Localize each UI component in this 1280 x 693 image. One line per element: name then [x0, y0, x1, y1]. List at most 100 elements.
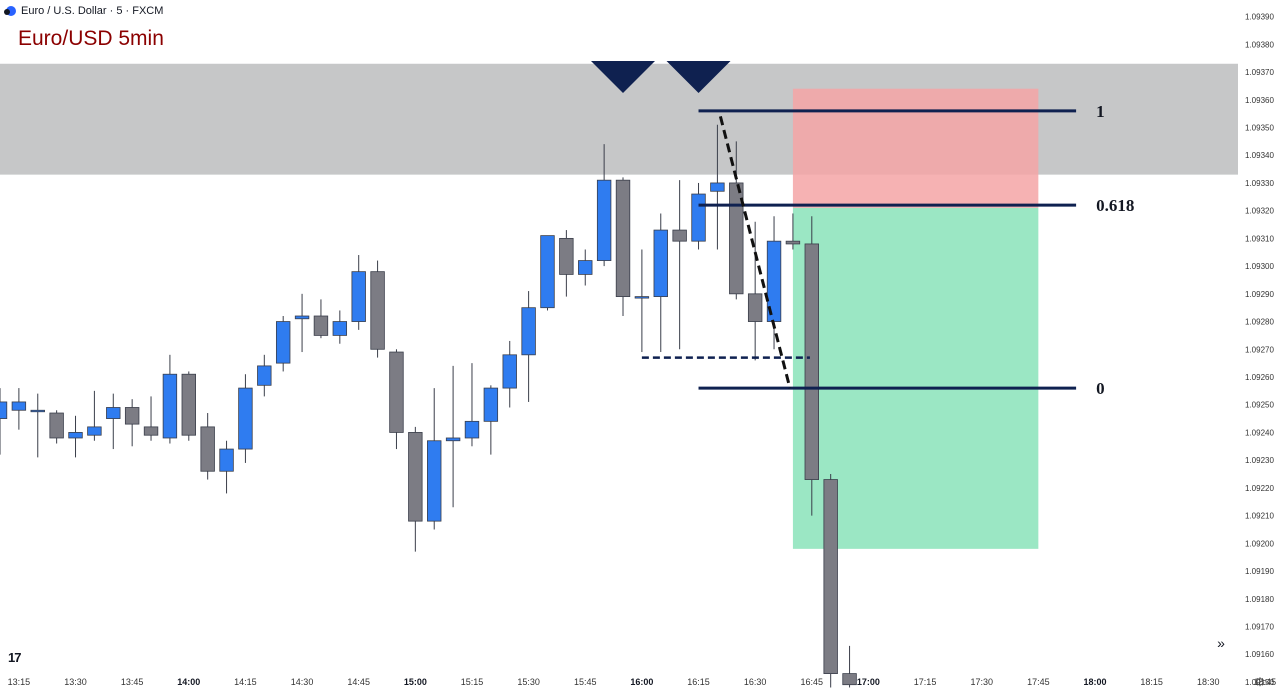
candle-up: [219, 448, 234, 472]
candle-up: [653, 229, 668, 298]
chart-title: Euro/USD 5min: [18, 27, 164, 50]
candle-up: [596, 179, 612, 261]
y-axis-tick: 1.09240: [1245, 428, 1274, 437]
candle-down: [49, 412, 64, 439]
candle-down: [729, 182, 744, 295]
candle-down: [124, 407, 140, 425]
x-axis-tick: 14:15: [234, 677, 257, 687]
candle-down: [747, 293, 763, 322]
y-axis-tick: 1.09320: [1245, 207, 1274, 216]
candle-up: [691, 193, 706, 242]
candle-up: [634, 296, 650, 299]
x-axis-tick: 17:15: [914, 677, 937, 687]
candle-down: [842, 673, 857, 686]
scroll-to-realtime-button[interactable]: »: [1217, 635, 1225, 651]
candle-up: [275, 321, 291, 364]
y-axis-tick: 1.09200: [1245, 539, 1274, 548]
x-axis-tick: 18:30: [1197, 677, 1220, 687]
candle-down: [804, 243, 819, 480]
candle-up: [502, 354, 517, 389]
fib-level-label: 1: [1096, 102, 1105, 121]
candle-up: [351, 271, 366, 322]
x-axis-tick: 14:45: [347, 677, 370, 687]
y-axis-tick: 1.09360: [1245, 96, 1274, 105]
y-axis-tick: 1.09270: [1245, 345, 1274, 354]
candle-down: [200, 426, 215, 472]
x-axis-tick: 17:30: [970, 677, 993, 687]
candle-up: [87, 426, 102, 436]
tradingview-logo: 17: [8, 650, 22, 665]
y-axis-tick: 1.09260: [1245, 373, 1274, 382]
candle-up: [710, 182, 725, 192]
candle-up: [162, 373, 178, 439]
candle-down: [181, 373, 196, 436]
fib-level-label: 0: [1096, 379, 1105, 398]
candle-up: [427, 440, 442, 522]
candle-up: [11, 401, 27, 411]
candle-up: [294, 315, 310, 320]
y-axis-tick: 1.09330: [1245, 179, 1274, 188]
x-axis-tick: 18:00: [1083, 677, 1106, 687]
x-axis-tick: 17:00: [857, 677, 880, 687]
y-axis-tick: 1.09350: [1245, 124, 1274, 133]
swing-line: [718, 116, 792, 389]
x-axis-tick: 18:15: [1140, 677, 1163, 687]
x-axis-tick: 18:45: [1254, 677, 1277, 687]
x-axis-tick: 17:45: [1027, 677, 1050, 687]
candle-down: [408, 432, 423, 522]
x-axis-tick: 15:45: [574, 677, 597, 687]
candle-up: [483, 387, 499, 422]
y-axis-tick: 1.09230: [1245, 456, 1274, 465]
candle-down: [370, 271, 385, 350]
candle-up: [106, 407, 121, 419]
gear-icon[interactable]: ⚙: [1254, 675, 1266, 689]
y-axis-tick: 1.09300: [1245, 262, 1274, 271]
candle-up: [68, 432, 83, 439]
x-axis-tick: 13:15: [8, 677, 31, 687]
x-axis-tick: 15:15: [461, 677, 484, 687]
candle-up: [30, 409, 45, 413]
symbol-flag-icon: [4, 6, 16, 16]
x-axis-tick: 16:15: [687, 677, 710, 687]
x-axis-tick: 13:30: [64, 677, 87, 687]
candle-up: [464, 420, 480, 439]
y-axis-tick: 1.09210: [1245, 512, 1274, 521]
x-axis-tick: 15:30: [517, 677, 540, 687]
y-axis-tick: 1.09180: [1245, 595, 1274, 604]
y-axis-tick: 1.09190: [1245, 567, 1274, 576]
y-axis-tick: 1.09310: [1245, 234, 1274, 243]
x-axis-tick: 16:00: [630, 677, 653, 687]
y-axis-tick: 1.09280: [1245, 318, 1274, 327]
x-axis-tick: 14:30: [291, 677, 314, 687]
x-axis-tick: 14:00: [177, 677, 200, 687]
top-marker-triangle: [591, 61, 656, 93]
candle-down: [672, 229, 687, 242]
candle-down: [823, 479, 838, 674]
top-marker-triangle: [666, 61, 731, 93]
candle-up: [332, 321, 348, 336]
y-axis-tick: 1.09370: [1245, 68, 1274, 77]
candle-up: [0, 401, 8, 419]
candle-up: [578, 260, 593, 275]
y-axis-tick: 1.09390: [1245, 13, 1274, 22]
candle-down: [313, 315, 329, 336]
candle-down: [143, 426, 159, 436]
y-axis-tick: 1.09150: [1245, 678, 1274, 687]
x-axis-tick: 16:45: [801, 677, 824, 687]
candle-down: [389, 351, 404, 433]
y-axis-tick: 1.09220: [1245, 484, 1274, 493]
candle-down: [559, 237, 574, 275]
y-axis-tick: 1.09250: [1245, 401, 1274, 410]
candle-up: [540, 235, 555, 309]
y-axis-tick: 1.09160: [1245, 650, 1274, 659]
stop-loss-zone: [792, 88, 1039, 208]
y-axis-tick: 1.09170: [1245, 622, 1274, 631]
x-axis-tick: 13:45: [121, 677, 144, 687]
candle-down: [615, 179, 631, 298]
candle-up: [521, 307, 536, 356]
candle-up: [445, 437, 461, 442]
symbol-label: Euro / U.S. Dollar · 5 · FXCM: [21, 5, 164, 17]
x-axis-tick: 15:00: [404, 677, 427, 687]
